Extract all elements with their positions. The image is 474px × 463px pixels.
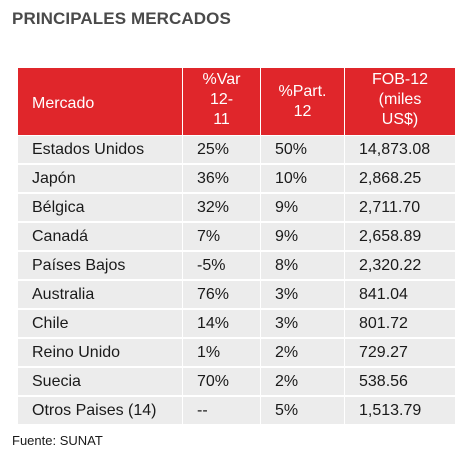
column-header-fob-line1: FOB-12 [371, 71, 428, 88]
column-header-var: %Var 12- 11 [182, 67, 261, 136]
table-row: Japón 36% 10% 2,868.25 [17, 163, 456, 194]
table-row: Estados Unidos 25% 50% 14,873.08 [17, 135, 456, 165]
cell-part: 2% [260, 337, 345, 368]
source-note: Fuente: SUNAT [12, 433, 103, 448]
cell-fob: 538.56 [344, 366, 456, 397]
column-header-fob-line3: US$) [381, 111, 419, 128]
table-row: Bélgica 32% 9% 2,711.70 [17, 192, 456, 223]
cell-var: 1% [182, 337, 261, 368]
cell-mercado: Países Bajos [17, 250, 183, 281]
table-row: Países Bajos -5% 8% 2,320.22 [17, 250, 456, 281]
column-header-part-line1: %Part. [278, 82, 327, 100]
cell-fob: 2,320.22 [344, 250, 456, 281]
cell-mercado: Suecia [17, 366, 183, 397]
table-row: Chile 14% 3% 801.72 [17, 308, 456, 339]
cell-part: 9% [260, 221, 345, 252]
page-title: PRINCIPALES MERCADOS [12, 9, 231, 28]
column-header-var-line1: %Var [202, 71, 241, 88]
column-header-mercado-label: Mercado [32, 94, 95, 112]
cell-fob: 2,658.89 [344, 221, 456, 252]
cell-mercado: Japón [17, 163, 183, 194]
cell-part: 2% [260, 366, 345, 397]
column-header-fob: FOB-12 (miles US$) [344, 67, 456, 136]
cell-part: 9% [260, 192, 345, 223]
cell-mercado: Estados Unidos [17, 135, 183, 165]
cell-fob: 801.72 [344, 308, 456, 339]
table-row: Australia 76% 3% 841.04 [17, 279, 456, 310]
cell-mercado: Reino Unido [17, 337, 183, 368]
column-header-var-line2: 12- [209, 91, 234, 108]
cell-var: -5% [182, 250, 261, 281]
table-row: Reino Unido 1% 2% 729.27 [17, 337, 456, 368]
cell-var: 70% [182, 366, 261, 397]
table-row: Canadá 7% 9% 2,658.89 [17, 221, 456, 252]
cell-var: 25% [182, 135, 261, 165]
column-header-mercado: Mercado [17, 67, 183, 136]
cell-var: 36% [182, 163, 261, 194]
cell-part: 50% [260, 135, 345, 165]
cell-fob: 729.27 [344, 337, 456, 368]
cell-part: 3% [260, 308, 345, 339]
cell-var: 76% [182, 279, 261, 310]
cell-mercado: Bélgica [17, 192, 183, 223]
cell-part: 8% [260, 250, 345, 281]
cell-fob: 2,711.70 [344, 192, 456, 223]
cell-part: 10% [260, 163, 345, 194]
column-header-var-line3: 11 [213, 111, 230, 128]
cell-fob: 1,513.79 [344, 395, 456, 426]
cell-fob: 14,873.08 [344, 135, 456, 165]
cell-fob: 2,868.25 [344, 163, 456, 194]
table-row: Suecia 70% 2% 538.56 [17, 366, 456, 397]
cell-mercado: Otros Paises (14) [17, 395, 183, 426]
cell-part: 3% [260, 279, 345, 310]
column-header-part-line2: 12 [293, 102, 312, 120]
cell-fob: 841.04 [344, 279, 456, 310]
table-header-row: Mercado %Var 12- 11 %Part. 12 FOB-12 (mi… [17, 67, 456, 136]
markets-table: Mercado %Var 12- 11 %Part. 12 FOB-12 (mi… [17, 67, 456, 426]
table-body: Estados Unidos 25% 50% 14,873.08 Japón 3… [17, 135, 456, 426]
cell-mercado: Chile [17, 308, 183, 339]
table-row: Otros Paises (14) -- 5% 1,513.79 [17, 395, 456, 426]
cell-part: 5% [260, 395, 345, 426]
column-header-fob-line2: (miles [378, 91, 422, 108]
cell-var: 7% [182, 221, 261, 252]
cell-var: -- [182, 395, 261, 426]
cell-mercado: Australia [17, 279, 183, 310]
cell-mercado: Canadá [17, 221, 183, 252]
cell-var: 14% [182, 308, 261, 339]
column-header-part: %Part. 12 [260, 67, 345, 136]
cell-var: 32% [182, 192, 261, 223]
